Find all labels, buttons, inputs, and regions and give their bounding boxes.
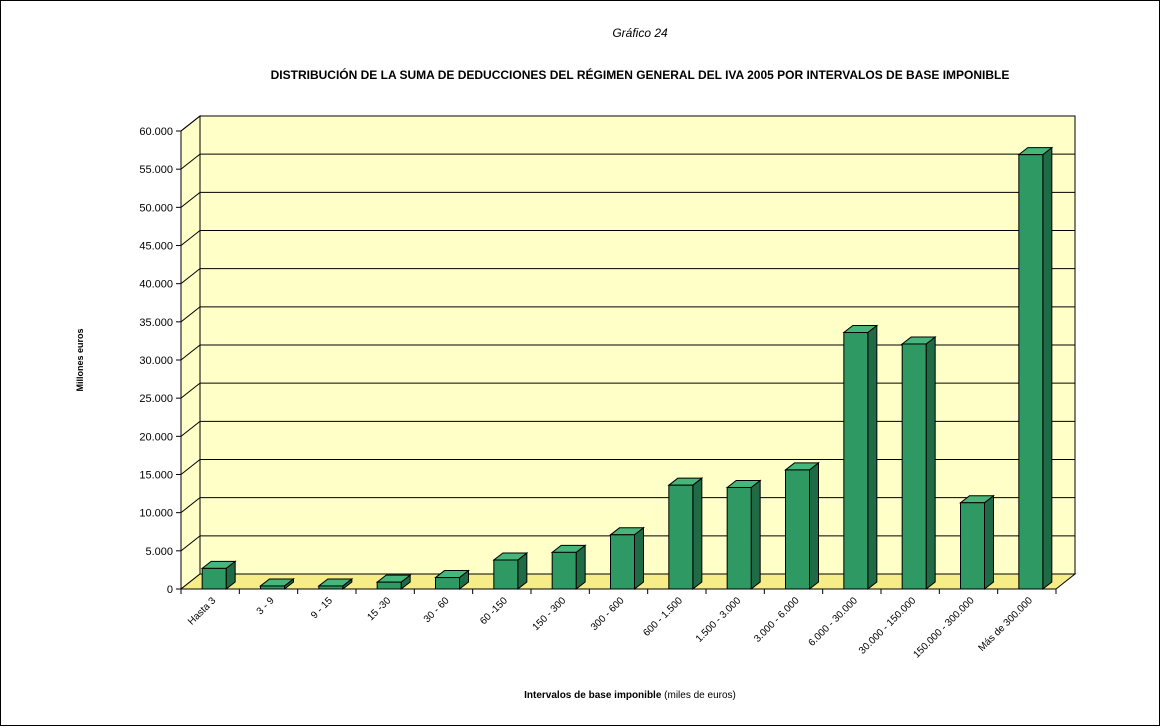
grid-line (180, 497, 1075, 514)
x-tick-label: 150.000 - 300.000 (911, 595, 976, 660)
grid-line (180, 115, 1075, 132)
x-tick-label: 30.000 - 150.000 (857, 595, 919, 657)
chart-back-wall (179, 114, 1077, 591)
x-tick-label: 60 -150 (478, 595, 510, 627)
grid-line (180, 535, 1075, 552)
bar-front (493, 559, 519, 590)
bar (1017, 146, 1054, 591)
bar-front (610, 534, 635, 590)
bar (434, 569, 470, 591)
x-tick-label: 150 - 300 (531, 595, 569, 633)
bar (550, 544, 587, 591)
bar-side (925, 335, 936, 591)
bar-side (1042, 146, 1053, 591)
chart-title: DISTRIBUCIÓN DE LA SUMA DE DEDUCCIONES D… (270, 68, 1010, 82)
y-tick-label: 15.000 (139, 470, 173, 482)
x-tick-label: 3.000 - 6.000 (752, 595, 802, 645)
y-tick-label: 0 (167, 584, 173, 596)
bar-front (726, 486, 752, 590)
grid-lines (180, 115, 1075, 552)
bar-side (634, 526, 644, 591)
bar (200, 560, 237, 591)
y-tick-labels: 0 5.000 10.000 15.000 20.000 25.000 30.000 35.0… (139, 126, 173, 596)
bar (959, 494, 995, 591)
x-tick-label: Más de 300.000 (976, 595, 1035, 654)
grid-line (180, 191, 1075, 208)
bar (492, 551, 529, 591)
x-tick-label: 600 - 1.500 (641, 595, 685, 639)
y-tick-label: 5.000 (145, 546, 173, 558)
bar-side (750, 479, 761, 591)
bar-front (785, 469, 810, 590)
bar (900, 335, 937, 591)
bar-side (809, 461, 819, 591)
bar (317, 577, 354, 591)
bar-side (692, 477, 703, 591)
grid-line (180, 153, 1075, 170)
grid-line (180, 268, 1075, 285)
bar-front (201, 567, 227, 590)
grid-line (180, 420, 1075, 437)
grid-line (180, 306, 1075, 323)
x-tick-labels: Hasta 3 3 - 9 9 - 15 15 -30 30 - 60 60 -150 15… (186, 595, 1035, 660)
bar-front (1018, 154, 1044, 590)
bar-front (551, 551, 577, 590)
bar-front (435, 577, 460, 590)
x-tick-label: 30 - 60 (422, 595, 452, 625)
grid-line (180, 344, 1075, 361)
bar-front (376, 581, 402, 590)
y-tick-label: 40.000 (139, 279, 173, 291)
x-tick-label: 6.000 - 30.000 (807, 595, 861, 649)
bar-front (668, 484, 694, 590)
bar (375, 574, 412, 591)
x-tick-label: 15 -30 (365, 595, 393, 623)
y-tick-label: 50.000 (139, 202, 173, 214)
bars (200, 146, 1054, 591)
y-tick-label: 30.000 (139, 355, 173, 367)
bar (259, 577, 295, 591)
chart-kicker: Gráfico 24 (612, 26, 668, 40)
bar-front (901, 343, 927, 590)
bar-front (960, 502, 985, 590)
x-axis-label-rest: (miles de euros) (661, 690, 736, 701)
grid-line (180, 382, 1075, 399)
y-tick-label: 55.000 (139, 164, 173, 176)
bar-front (843, 332, 869, 590)
bar (725, 479, 762, 591)
x-tick-label: 9 - 15 (309, 595, 335, 621)
bar-front (318, 585, 344, 590)
bar-side (867, 324, 878, 591)
y-tick-label: 45.000 (139, 241, 173, 253)
x-axis-label-bold: Intervalos de base imponible (524, 690, 662, 701)
bar (609, 526, 645, 591)
x-tick-label: 1.500 - 3.000 (694, 595, 744, 645)
bar (784, 461, 820, 591)
y-tick-label: 25.000 (139, 393, 173, 405)
y-axis-label: Millones euros (75, 328, 85, 392)
bar (667, 477, 704, 591)
grid-line (180, 230, 1075, 246)
y-tick-label: 10.000 (139, 508, 173, 520)
y-tick-label: 35.000 (139, 317, 173, 329)
x-tick-label: 3 - 9 (255, 595, 277, 617)
grid-line (180, 459, 1075, 475)
x-axis-label: Intervalos de base imponible (miles de e… (300, 690, 960, 701)
bar-side (984, 494, 994, 591)
x-tick-label: 300 - 600 (589, 595, 627, 633)
y-tick-label: 60.000 (139, 126, 173, 138)
bar (842, 324, 879, 591)
bar-front (260, 585, 285, 590)
x-tick-label: Hasta 3 (186, 595, 218, 627)
y-tick-label: 20.000 (139, 431, 173, 443)
